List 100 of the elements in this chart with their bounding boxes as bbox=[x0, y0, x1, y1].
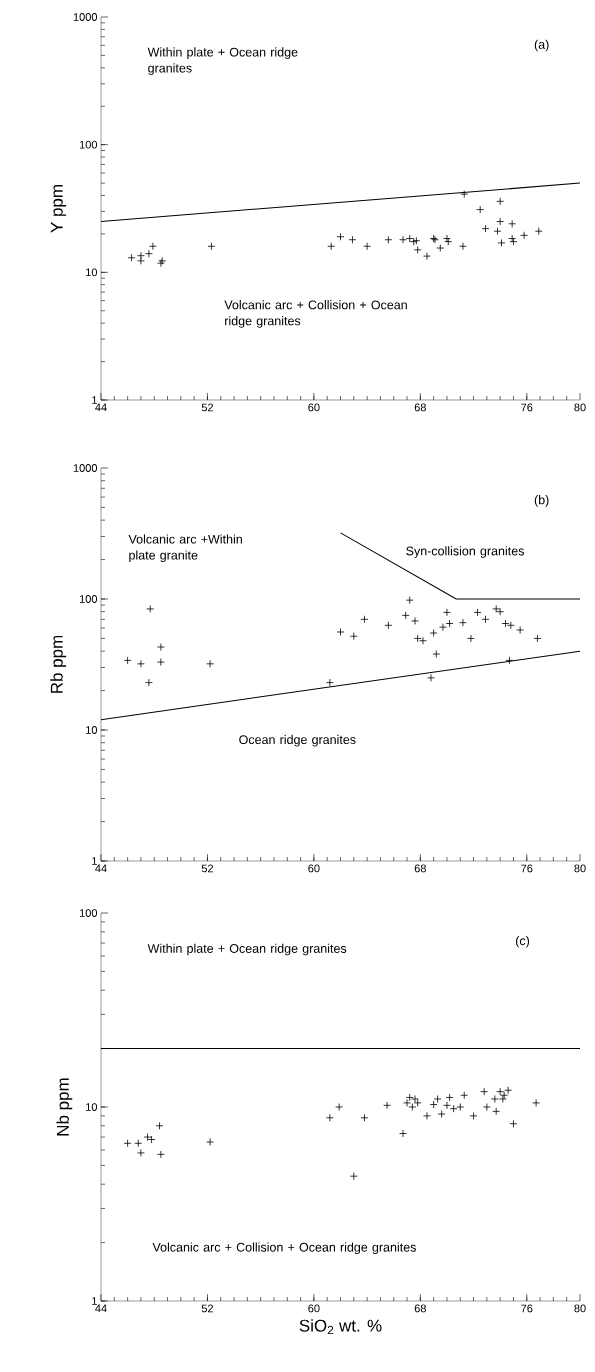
point bbox=[496, 217, 505, 226]
point bbox=[500, 1091, 509, 1100]
point bbox=[325, 678, 334, 687]
point bbox=[409, 237, 418, 246]
annotation: Ocean ridge granites bbox=[239, 734, 356, 747]
point bbox=[363, 242, 372, 251]
y-tick-label: 1000 bbox=[73, 13, 98, 21]
annotation: Volcanic arc + Collision + Ocean ridge granites bbox=[152, 1242, 416, 1255]
point bbox=[146, 605, 155, 613]
point bbox=[156, 643, 165, 651]
point bbox=[143, 1133, 152, 1141]
point bbox=[336, 232, 345, 241]
point bbox=[497, 239, 506, 247]
point bbox=[325, 1113, 334, 1122]
y-tick-label: 1 bbox=[92, 1297, 97, 1305]
y-tick-label: 10 bbox=[86, 726, 98, 734]
point bbox=[459, 618, 467, 627]
point bbox=[145, 678, 153, 687]
y-tick-label: 10 bbox=[86, 1103, 98, 1111]
point bbox=[360, 615, 369, 624]
annotation: Within plate + Ocean ridge granites bbox=[147, 47, 298, 75]
point bbox=[508, 234, 517, 243]
point bbox=[429, 629, 438, 637]
point bbox=[456, 1103, 465, 1111]
point bbox=[137, 659, 145, 668]
point bbox=[508, 219, 517, 228]
point bbox=[147, 1135, 156, 1144]
point bbox=[413, 245, 422, 254]
point bbox=[498, 1095, 507, 1103]
x-tick-label: 44 bbox=[95, 403, 107, 412]
point bbox=[349, 1172, 358, 1181]
point bbox=[460, 190, 469, 198]
point bbox=[443, 234, 451, 243]
point bbox=[469, 1111, 478, 1120]
point bbox=[449, 1104, 458, 1113]
y-tick-label: 10 bbox=[86, 268, 98, 277]
point bbox=[532, 1099, 540, 1107]
point bbox=[496, 197, 505, 206]
point bbox=[443, 1101, 451, 1110]
point bbox=[492, 605, 501, 613]
point bbox=[492, 1107, 501, 1116]
y-tick-label: 1 bbox=[92, 396, 97, 404]
point bbox=[123, 1139, 132, 1148]
point bbox=[327, 242, 336, 251]
point bbox=[156, 259, 165, 268]
point bbox=[444, 237, 453, 246]
point bbox=[423, 1111, 431, 1120]
point bbox=[384, 235, 393, 244]
point bbox=[436, 244, 445, 252]
point bbox=[207, 242, 216, 251]
point bbox=[480, 1087, 489, 1096]
y-tick-label: 1 bbox=[92, 857, 97, 865]
point bbox=[399, 235, 407, 244]
y-tick-label: 100 bbox=[79, 909, 98, 917]
point bbox=[349, 632, 358, 641]
point bbox=[460, 1091, 469, 1100]
point bbox=[445, 619, 454, 628]
annotation: (a) bbox=[534, 39, 549, 52]
x-tick-label: 80 bbox=[574, 864, 586, 873]
point bbox=[509, 1119, 518, 1128]
point bbox=[137, 256, 145, 265]
y-axis-title: Nb ppm bbox=[56, 1078, 73, 1136]
x-axis-title: SiO$_{2}$ wt. % bbox=[299, 1319, 382, 1335]
point bbox=[401, 611, 410, 620]
point bbox=[427, 673, 435, 682]
point bbox=[127, 253, 136, 262]
point bbox=[473, 608, 482, 617]
point bbox=[158, 256, 167, 265]
x-tick-label: 44 bbox=[95, 864, 107, 873]
point bbox=[496, 1087, 505, 1096]
annotation: Syn-collision granites bbox=[406, 546, 524, 558]
point bbox=[432, 650, 441, 658]
point bbox=[481, 615, 490, 624]
point bbox=[399, 1129, 407, 1138]
point bbox=[505, 656, 514, 665]
x-tick-label: 68 bbox=[414, 1304, 426, 1313]
annotation: Within plate + Ocean ridge granites bbox=[147, 943, 347, 956]
point bbox=[360, 1113, 369, 1122]
point bbox=[145, 249, 153, 258]
point bbox=[348, 235, 357, 244]
x-tick-label: 52 bbox=[201, 1304, 214, 1313]
point bbox=[383, 1101, 391, 1110]
x-tick-label: 60 bbox=[308, 864, 320, 873]
point bbox=[509, 237, 518, 246]
x-tick-label: 76 bbox=[521, 403, 533, 412]
x-tick-label: 52 bbox=[201, 864, 214, 873]
point bbox=[481, 224, 490, 233]
point bbox=[504, 1086, 513, 1095]
point bbox=[459, 242, 467, 251]
x-tick-label: 44 bbox=[95, 1304, 107, 1313]
point bbox=[335, 1103, 344, 1111]
point bbox=[476, 205, 485, 214]
point bbox=[516, 626, 525, 634]
point bbox=[336, 628, 345, 636]
point bbox=[467, 634, 475, 643]
point bbox=[429, 1100, 438, 1109]
point bbox=[439, 623, 447, 632]
point bbox=[384, 621, 393, 630]
point bbox=[123, 656, 132, 665]
annotation: (c) bbox=[516, 935, 530, 948]
